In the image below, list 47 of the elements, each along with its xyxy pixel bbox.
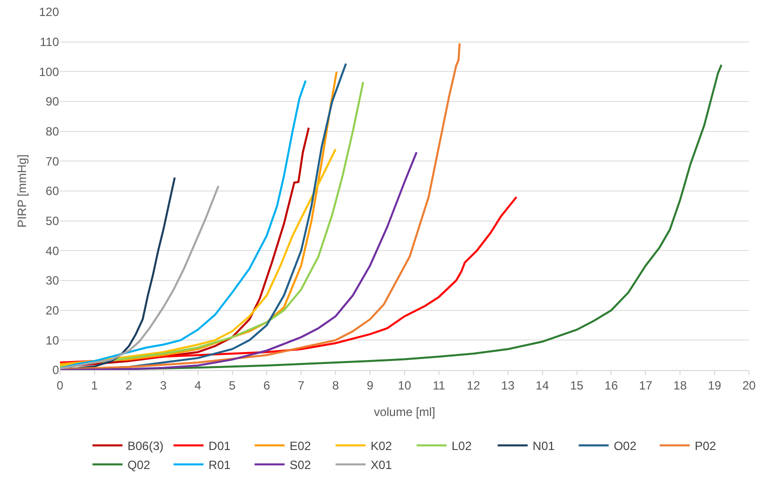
y-tick-label: 20 — [46, 304, 60, 318]
y-tick-label: 100 — [38, 64, 60, 79]
legend-label: E02 — [290, 439, 312, 454]
legend-label: P02 — [694, 439, 716, 454]
legend-label: X01 — [370, 458, 392, 472]
legend-label: S02 — [290, 458, 312, 472]
x-tick-label: 14 — [536, 378, 550, 392]
x-tick-label: 2 — [126, 378, 133, 392]
x-tick-label: 12 — [466, 378, 480, 392]
legend-label: K02 — [370, 439, 392, 454]
y-tick-label: 30 — [46, 274, 60, 288]
x-tick-label: 1 — [91, 378, 98, 392]
y-tick-label: 120 — [38, 5, 60, 20]
x-tick-label: 9 — [366, 378, 374, 392]
x-tick-label: 16 — [604, 378, 618, 392]
x-tick-label: 13 — [501, 378, 515, 392]
y-tick-label: 40 — [46, 244, 60, 258]
x-tick-label: 3 — [160, 378, 168, 392]
x-tick-label: 15 — [570, 378, 584, 392]
y-tick-label: 110 — [40, 35, 60, 50]
x-axis-title: volume [ml] — [374, 405, 436, 419]
x-tick-label: 19 — [708, 378, 722, 392]
x-tick-label: 8 — [332, 378, 340, 392]
x-tick-label: 18 — [673, 378, 688, 392]
legend-label: Q02 — [128, 458, 151, 472]
y-tick-label: 0 — [52, 363, 60, 378]
y-tick-label: 90 — [46, 94, 60, 109]
legend-label: D01 — [208, 439, 231, 454]
x-tick-label: 6 — [263, 378, 270, 392]
y-tick-label: 70 — [46, 154, 60, 168]
legend-label: R01 — [208, 458, 231, 472]
legend-label: N01 — [532, 439, 555, 454]
y-tick-label: 50 — [46, 214, 60, 228]
legend-label: B06(3) — [128, 439, 164, 454]
y-tick-label: 60 — [46, 184, 60, 198]
x-tick-label: 17 — [638, 378, 653, 392]
x-tick-label: 4 — [194, 378, 202, 392]
y-tick-label: 80 — [46, 124, 60, 139]
y-tick-label: 10 — [46, 333, 60, 348]
x-tick-label: 20 — [742, 378, 756, 392]
x-tick-label: 11 — [432, 378, 446, 392]
legend-label: O02 — [614, 439, 637, 454]
y-axis-title: PIRP [mmHg] — [15, 154, 29, 228]
x-tick-label: 5 — [228, 378, 236, 392]
legend-label: L02 — [452, 439, 472, 454]
x-tick-label: 7 — [298, 378, 305, 392]
x-tick-label: 10 — [398, 378, 412, 392]
